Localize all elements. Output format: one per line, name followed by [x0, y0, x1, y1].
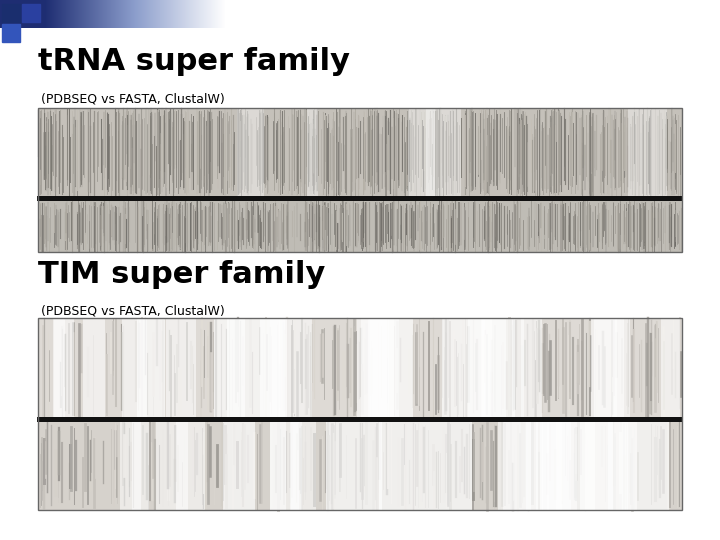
Bar	[541, 422, 562, 510]
Bar	[357, 318, 390, 417]
Bar	[608, 422, 636, 510]
Bar	[270, 318, 285, 417]
Bar	[361, 318, 387, 417]
Bar	[22, 4, 40, 22]
Bar	[279, 318, 312, 417]
Bar	[594, 318, 624, 417]
Bar	[38, 318, 682, 510]
Bar	[503, 422, 538, 510]
Bar	[176, 422, 204, 510]
Bar	[138, 318, 165, 417]
Bar	[38, 108, 682, 196]
Bar	[120, 422, 149, 510]
Bar	[408, 108, 435, 196]
Bar	[585, 422, 613, 510]
Text: TIM super family: TIM super family	[38, 260, 325, 289]
Bar	[546, 422, 571, 510]
Bar	[369, 318, 413, 417]
Bar	[122, 318, 147, 417]
Bar	[227, 318, 287, 417]
Bar	[613, 318, 630, 417]
Bar	[223, 422, 255, 510]
Bar	[536, 422, 549, 510]
Bar	[37, 417, 683, 422]
Bar	[367, 318, 395, 417]
Bar	[580, 422, 670, 510]
Bar	[389, 318, 399, 417]
Bar	[468, 318, 485, 417]
Bar	[38, 318, 682, 417]
Bar	[83, 318, 105, 417]
Bar	[291, 422, 316, 510]
Bar	[38, 201, 682, 252]
Bar	[270, 422, 299, 510]
Bar	[442, 318, 515, 417]
Bar	[271, 422, 287, 510]
Bar	[498, 422, 531, 510]
Bar	[619, 422, 628, 510]
Bar	[214, 318, 245, 417]
Bar	[54, 318, 74, 417]
Bar	[38, 422, 682, 510]
Bar	[540, 422, 595, 510]
Bar	[379, 422, 472, 510]
Bar	[326, 422, 382, 510]
Bar	[2, 4, 20, 22]
Bar	[307, 108, 318, 196]
Bar	[2, 24, 20, 42]
Bar	[53, 318, 66, 417]
Text: (PDBSEQ vs FASTA, ClustalW): (PDBSEQ vs FASTA, ClustalW)	[41, 305, 225, 318]
Bar	[37, 196, 683, 201]
Bar	[481, 318, 505, 417]
Bar	[237, 108, 264, 196]
Bar	[526, 422, 543, 510]
Bar	[521, 318, 541, 417]
Bar	[166, 318, 196, 417]
Bar	[512, 318, 524, 417]
Bar	[426, 108, 462, 196]
Bar	[132, 422, 140, 510]
Bar	[628, 108, 667, 196]
Bar	[556, 422, 577, 510]
Bar	[290, 422, 302, 510]
Text: (PDBSEQ vs FASTA, ClustalW): (PDBSEQ vs FASTA, ClustalW)	[41, 92, 225, 105]
Bar	[260, 318, 280, 417]
Text: tRNA super family: tRNA super family	[38, 47, 350, 76]
Bar	[156, 422, 188, 510]
Bar	[38, 108, 682, 252]
Bar	[591, 318, 617, 417]
Bar	[661, 318, 680, 417]
Bar	[482, 318, 492, 417]
